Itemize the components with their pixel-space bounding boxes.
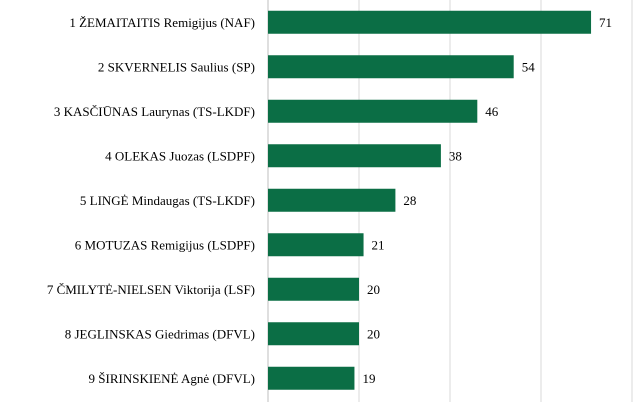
data-label: 20 (367, 282, 380, 297)
bar (268, 277, 359, 301)
bar-layer (268, 10, 592, 390)
data-label: 28 (403, 193, 416, 208)
category-label: 9 ŠIRINSKIENĖ Agnė (DFVL) (89, 371, 255, 386)
category-label: 5 LINGĖ Mindaugas (TS-LKDF) (80, 193, 255, 208)
category-label: 7 ČMILYTĖ-NIELSEN Viktorija (LSF) (47, 282, 255, 297)
label-layer: 1 ŽEMAITAITIS Remigijus (NAF) 71 2 SKVERNE… (47, 15, 612, 386)
bar (268, 366, 355, 390)
data-label: 54 (522, 59, 536, 74)
category-label: 3 KASČIŪNAS Laurynas (TS-LKDF) (54, 104, 255, 119)
data-label: 46 (485, 104, 499, 119)
data-label: 20 (367, 326, 380, 341)
category-label: 1 ŽEMAITAITIS Remigijus (NAF) (69, 15, 255, 30)
bar (268, 322, 359, 346)
category-label: 2 SKVERNELIS Saulius (SP) (98, 59, 255, 74)
data-label: 38 (449, 148, 462, 163)
bar (268, 55, 514, 79)
category-label: 6 MOTUZAS Remigijus (LSDPF) (75, 237, 255, 252)
bar (268, 188, 396, 212)
data-label: 21 (372, 237, 385, 252)
bar (268, 233, 364, 257)
bar (268, 99, 478, 123)
bar (268, 10, 592, 34)
data-label: 71 (599, 15, 612, 30)
category-label: 8 JEGLINSKAS Giedrimas (DFVL) (65, 326, 255, 341)
category-label: 4 OLEKAS Juozas (LSDPF) (105, 148, 255, 163)
data-label: 19 (362, 371, 375, 386)
bar (268, 144, 441, 168)
